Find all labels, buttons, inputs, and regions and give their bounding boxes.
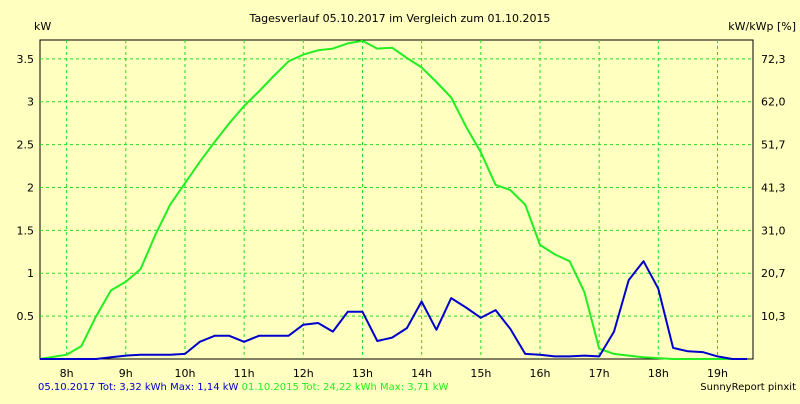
y-axis-left-label: kW [34,20,51,33]
y-left-tick-label: 3 [27,96,34,109]
y-right-tick-label: 10,3 [761,310,786,323]
x-tick-label: 17h [589,367,610,380]
series-layer [39,39,748,360]
y-left-tick-label: 1 [27,267,34,280]
x-tick-label: 11h [234,367,255,380]
y-axis-left-ticks: 0.5 1 1.5 2 2.5 3 3.5 [17,53,35,323]
y-right-tick-label: 72,3 [761,53,786,66]
x-tick-label: 15h [470,367,491,380]
x-tick-label: 19h [707,367,728,380]
y-right-tick-label: 51,7 [761,139,786,152]
x-axis-ticks: 8h 9h 10h 11h 12h 13h 14h 15h 16h 17h 18h 19h [60,367,728,380]
y-right-tick-label: 20,7 [761,267,786,280]
y-right-tick-label: 31,0 [761,224,786,237]
x-tick-label: 10h [174,367,195,380]
x-tick-label: 12h [293,367,314,380]
chart-title: Tagesverlauf 05.10.2017 im Vergleich zum… [249,12,551,25]
y-axis-right-label: kW/kWp [%] [728,20,796,33]
footer-legend: 05.10.2017 Tot: 3,32 kWh Max: 1,14 kW 01… [38,382,448,393]
y-right-tick-label: 41,3 [761,181,786,194]
x-tick-label: 14h [411,367,432,380]
y-left-tick-label: 0.5 [17,310,35,323]
y-left-tick-label: 3.5 [17,53,35,66]
x-tick-label: 16h [530,367,551,380]
series-line-2 [39,39,748,360]
y-left-tick-label: 2.5 [17,139,35,152]
series-line-1 [40,260,748,360]
x-tick-label: 8h [60,367,74,380]
legend-series-1: 05.10.2017 Tot: 3,32 kWh Max: 1,14 kW [38,382,239,393]
y-right-tick-label: 62,0 [761,96,786,109]
x-tick-label: 9h [119,367,133,380]
x-tick-label: 18h [648,367,669,380]
y-axis-right-ticks: 10,3 20,7 31,0 41,3 51,7 62,0 72,3 [761,53,786,323]
y-left-tick-label: 2 [27,181,34,194]
y-left-tick-label: 1.5 [17,224,35,237]
legend-series-2: 01.10.2015 Tot: 24,22 kWh Max: 3,71 kW [241,382,449,393]
credit-text: SunnyReport pinxit [700,382,796,393]
plot-area [39,39,754,360]
x-tick-label: 13h [352,367,373,380]
